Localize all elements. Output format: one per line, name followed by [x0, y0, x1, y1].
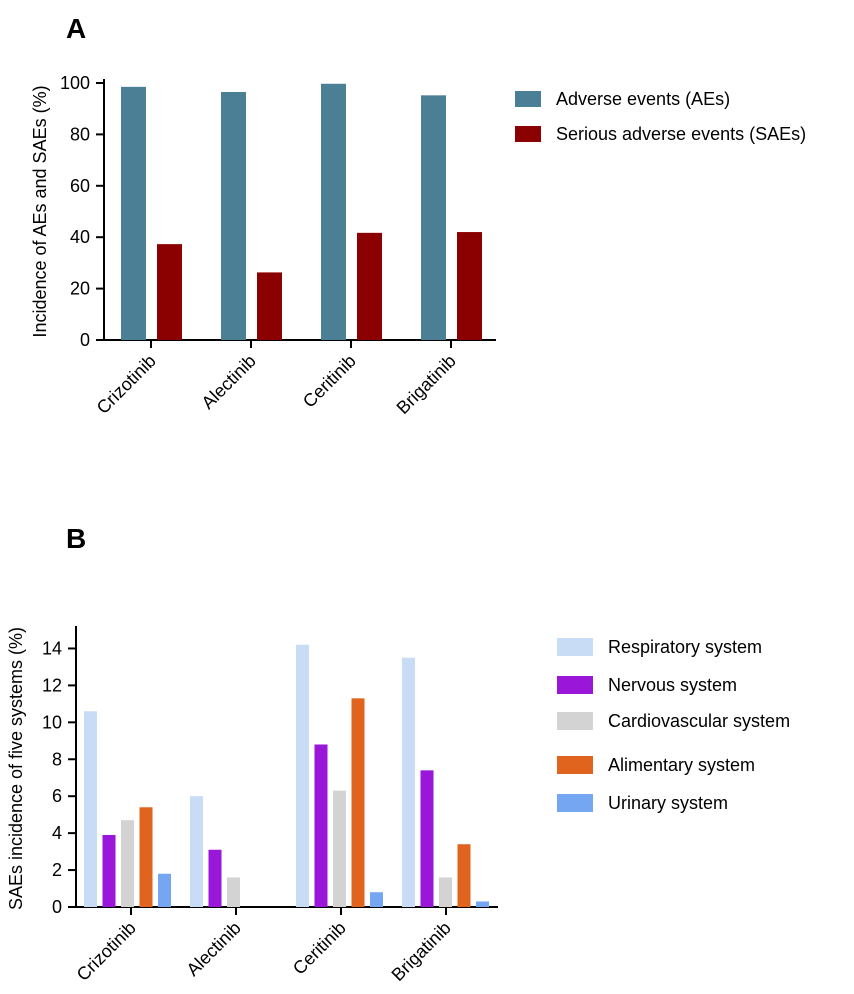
legend-swatch: [557, 638, 593, 656]
y-tick-label: 8: [52, 749, 62, 769]
x-tick-label: Crizotinib: [73, 918, 140, 985]
bar-adverse-events-aes-ceritinib: [321, 83, 346, 341]
legend-label: Nervous system: [608, 675, 737, 695]
bar-nervous-system-crizotinib: [102, 834, 116, 907]
bar-adverse-events-aes-crizotinib: [121, 86, 146, 340]
x-tick-label: Crizotinib: [93, 351, 160, 418]
panel-b-label: B: [66, 523, 86, 554]
panel-a-label: A: [66, 13, 86, 44]
bar-serious-adverse-events-saes-ceritinib: [357, 232, 382, 340]
legend-swatch: [557, 794, 593, 812]
y-tick-label: 0: [80, 330, 90, 350]
bar-respiratory-system-crizotinib: [84, 711, 97, 907]
bar-serious-adverse-events-saes-alectinib: [257, 272, 282, 340]
x-tick-label: Brigatinib: [393, 351, 460, 418]
bar-alimentary-system-ceritinib: [351, 698, 365, 907]
bar-serious-adverse-events-saes-crizotinib: [157, 244, 182, 340]
y-tick-label: 40: [70, 227, 90, 247]
y-tick-label: 14: [42, 638, 62, 658]
y-tick-label: 100: [60, 73, 90, 93]
y-tick-label: 4: [52, 823, 62, 843]
y-tick-label: 2: [52, 860, 62, 880]
y-tick-label: 6: [52, 786, 62, 806]
chart-b: 0 2 4 6 8 10 12 14 SAEs incidence of five system…: [6, 626, 790, 985]
bar-respiratory-system-alectinib: [190, 796, 203, 907]
y-axis-title: SAEs incidence of five systems (%): [6, 627, 26, 910]
bar-adverse-events-aes-alectinib: [221, 91, 246, 341]
bar-serious-adverse-events-saes-brigatinib: [457, 232, 482, 340]
bar-cardiovascular-system-brigatinib: [439, 877, 452, 907]
y-tick-label: 80: [70, 124, 90, 144]
x-tick-label: Ceritinib: [299, 351, 360, 412]
bar-nervous-system-brigatinib: [420, 770, 434, 907]
legend-label: Adverse events (AEs): [556, 89, 730, 109]
legend-swatch: [557, 676, 593, 694]
bar-urinary-system-ceritinib: [370, 892, 383, 907]
bar-respiratory-system-brigatinib: [402, 657, 415, 907]
legend-label: Urinary system: [608, 793, 728, 813]
bar-cardiovascular-system-crizotinib: [121, 820, 134, 907]
legend-swatch: [557, 712, 593, 730]
legend-label: Cardiovascular system: [608, 711, 790, 731]
chart-a: 0 20 40 60 80 100 Incidence of AEs and SAEs (%…: [30, 73, 806, 418]
y-tick-label: 0: [52, 897, 62, 917]
legend-swatch: [515, 91, 541, 107]
bar-alimentary-system-crizotinib: [139, 807, 153, 907]
y-tick-label: 60: [70, 176, 90, 196]
legend-swatch: [515, 126, 541, 142]
y-tick-label: 20: [70, 279, 90, 299]
bar-nervous-system-alectinib: [208, 849, 222, 907]
bar-respiratory-system-ceritinib: [296, 644, 309, 907]
y-axis-title: Incidence of AEs and SAEs (%): [30, 85, 50, 337]
legend-swatch: [557, 756, 593, 774]
bar-urinary-system-crizotinib: [158, 873, 171, 907]
legend-label: Alimentary system: [608, 755, 755, 775]
legend-label: Serious adverse events (SAEs): [556, 124, 806, 144]
legend-label: Respiratory system: [608, 637, 762, 657]
bar-adverse-events-aes-brigatinib: [421, 95, 446, 340]
x-tick-label: Alectinib: [198, 351, 260, 413]
bar-urinary-system-brigatinib: [476, 901, 489, 907]
bar-alimentary-system-brigatinib: [457, 844, 471, 907]
bar-cardiovascular-system-ceritinib: [333, 790, 346, 907]
bar-cardiovascular-system-alectinib: [227, 877, 240, 907]
x-tick-label: Alectinib: [183, 918, 245, 980]
bar-nervous-system-ceritinib: [314, 744, 328, 907]
y-tick-label: 12: [42, 675, 62, 695]
x-tick-label: Ceritinib: [289, 918, 350, 979]
x-tick-label: Brigatinib: [388, 918, 455, 985]
y-tick-label: 10: [42, 712, 62, 732]
